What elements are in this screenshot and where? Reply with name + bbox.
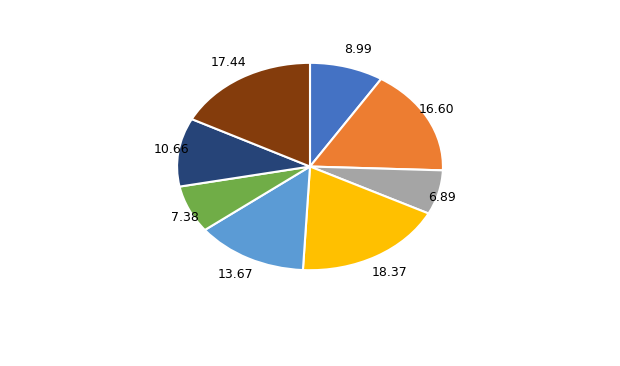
Wedge shape	[310, 167, 443, 213]
Legend: Anger, Anticipation, Disgust, Fear, Sadness, Surprise, Joy, Trust: Anger, Anticipation, Disgust, Fear, Sadn…	[56, 365, 564, 366]
Wedge shape	[310, 63, 381, 167]
Wedge shape	[177, 119, 310, 187]
Text: 8.99: 8.99	[344, 42, 372, 56]
Wedge shape	[310, 79, 443, 171]
Text: 17.44: 17.44	[211, 56, 246, 68]
Wedge shape	[180, 167, 310, 230]
Text: 16.60: 16.60	[418, 103, 454, 116]
Text: 13.67: 13.67	[218, 268, 253, 281]
Wedge shape	[205, 167, 310, 270]
Text: 6.89: 6.89	[428, 191, 456, 204]
Wedge shape	[192, 63, 310, 167]
Wedge shape	[303, 167, 428, 270]
Text: 18.37: 18.37	[371, 266, 407, 279]
Text: 7.38: 7.38	[170, 211, 198, 224]
Text: 10.66: 10.66	[153, 143, 189, 156]
